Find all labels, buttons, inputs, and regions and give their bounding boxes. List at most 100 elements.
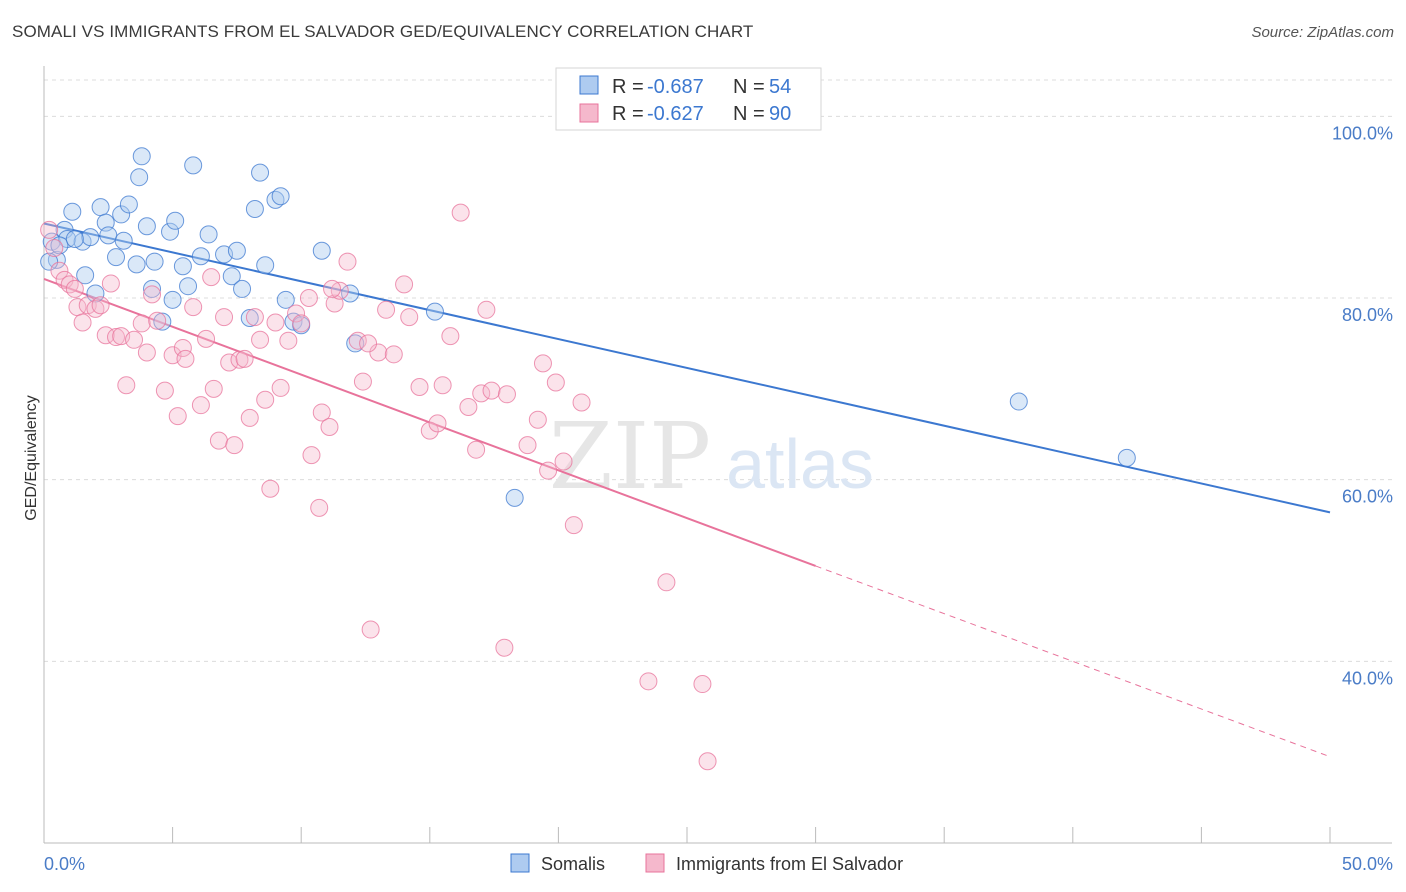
data-point-el-salvador <box>155 381 174 400</box>
data-point-el-salvador <box>518 436 537 455</box>
data-point-el-salvador <box>220 353 239 372</box>
data-point-somalis <box>173 257 192 276</box>
legend-n-label-2: N = <box>733 103 765 125</box>
y-axis-label: GED/Equivalency <box>23 395 40 520</box>
watermark: ZIP atlas <box>549 403 874 510</box>
data-point-somalis <box>58 229 77 248</box>
grid-lines <box>44 79 1392 662</box>
data-point-el-salvador <box>65 279 84 298</box>
y-tick-label: 40.0% <box>1342 668 1393 688</box>
data-point-somalis <box>425 302 444 321</box>
data-point-el-salvador <box>428 414 447 433</box>
data-point-el-salvador <box>369 343 388 362</box>
data-point-el-salvador <box>168 407 187 426</box>
x-tick-label: 0.0% <box>44 854 85 874</box>
data-point-el-salvador <box>572 393 591 412</box>
data-point-el-salvador <box>497 385 516 404</box>
data-point-el-salvador <box>173 338 192 357</box>
data-point-el-salvador <box>459 398 478 416</box>
data-point-el-salvador <box>533 354 552 373</box>
stats-legend-box <box>555 67 822 131</box>
data-point-el-salvador <box>176 349 195 368</box>
data-point-el-salvador <box>266 313 285 332</box>
data-point-el-salvador <box>45 239 64 258</box>
trend-line-0 <box>43 222 1331 514</box>
y-tick-label: 60.0% <box>1342 487 1393 507</box>
chart-source: Source: ZipAtlas.com <box>1251 24 1394 41</box>
data-point-somalis <box>251 163 270 182</box>
data-point-somalis <box>114 231 133 250</box>
data-point-somalis <box>132 147 151 166</box>
bottom-legend-swatch-somalis <box>510 853 530 873</box>
data-point-el-salvador <box>554 452 573 471</box>
data-point-el-salvador <box>202 268 221 287</box>
data-point-el-salvador <box>191 396 210 415</box>
data-point-el-salvador <box>420 421 439 440</box>
data-point-el-salvador <box>132 314 151 333</box>
data-point-el-salvador <box>197 329 216 348</box>
data-point-el-salvador <box>184 298 203 317</box>
data-point-somalis <box>271 187 290 206</box>
bottom-legend-label-el-salvador: Immigrants from El Salvador <box>676 854 903 874</box>
legend-n-label-1: N = <box>733 76 765 98</box>
data-point-el-salvador <box>361 620 380 639</box>
data-point-el-salvador <box>323 279 342 298</box>
data-point-somalis <box>245 199 264 218</box>
x-tick-label: 50.0% <box>1342 854 1393 874</box>
watermark-atlas: atlas <box>726 425 874 503</box>
data-point-el-salvador <box>137 343 156 362</box>
data-point-el-salvador <box>279 331 298 350</box>
data-point-el-salvador <box>359 334 378 353</box>
data-point-el-salvador <box>320 417 339 436</box>
data-point-el-salvador <box>91 296 110 315</box>
bottom-legend-label-somalis: Somalis <box>541 854 605 874</box>
data-point-somalis <box>222 267 241 286</box>
data-point-somalis <box>76 266 95 285</box>
data-point-el-salvador <box>73 313 92 332</box>
data-point-somalis <box>40 252 59 271</box>
data-point-somalis <box>145 252 164 271</box>
data-point-el-salvador <box>209 431 228 450</box>
data-point-el-salvador <box>40 220 59 239</box>
legend-r-value-2: -0.627 <box>647 103 704 125</box>
data-point-el-salvador <box>482 381 501 400</box>
data-point-somalis <box>1117 448 1136 467</box>
data-point-el-salvador <box>302 446 321 465</box>
data-point-somalis <box>341 284 360 303</box>
data-point-el-salvador <box>287 304 306 323</box>
data-point-el-salvador <box>50 261 69 280</box>
data-point-somalis <box>163 290 182 309</box>
data-point-el-salvador <box>245 308 264 327</box>
data-point-somalis <box>91 198 110 217</box>
legend-n-value-2: 90 <box>769 103 791 125</box>
data-point-el-salvador <box>377 300 396 319</box>
data-point-somalis <box>312 241 331 260</box>
data-point-el-salvador <box>292 314 311 333</box>
data-point-el-salvador <box>86 299 105 318</box>
data-point-el-salvador <box>384 345 403 364</box>
data-point-el-salvador <box>330 281 349 300</box>
bottom-legend-swatch-el-salvador <box>645 853 665 873</box>
data-point-el-salvador <box>467 440 486 459</box>
data-point-somalis <box>266 190 285 209</box>
data-point-somalis <box>63 202 82 221</box>
data-point-somalis <box>65 229 84 248</box>
y-tick-label: 100.0% <box>1332 123 1393 143</box>
data-point-el-salvador <box>400 308 419 327</box>
legend-n-value-1: 54 <box>769 76 791 98</box>
data-point-el-salvador <box>395 275 414 294</box>
data-point-somalis <box>107 248 126 267</box>
legend-r-value-1: -0.687 <box>647 76 704 98</box>
data-point-somalis <box>276 290 295 309</box>
data-point-somalis <box>179 277 198 296</box>
data-point-somalis <box>233 279 252 298</box>
data-point-el-salvador <box>312 403 331 422</box>
bottom-legend: Somalis Immigrants from El Salvador <box>510 853 903 874</box>
data-point-el-salvador <box>693 675 712 694</box>
trend-line-ext-1 <box>815 565 1331 758</box>
data-point-el-salvador <box>299 289 318 307</box>
data-point-el-salvador <box>204 379 223 398</box>
legend-r-label-2: R = <box>612 103 644 125</box>
axes: 100.0% 80.0% 60.0% 40.0% 0.0% 50.0% <box>43 66 1393 874</box>
data-point-somalis <box>199 225 218 244</box>
